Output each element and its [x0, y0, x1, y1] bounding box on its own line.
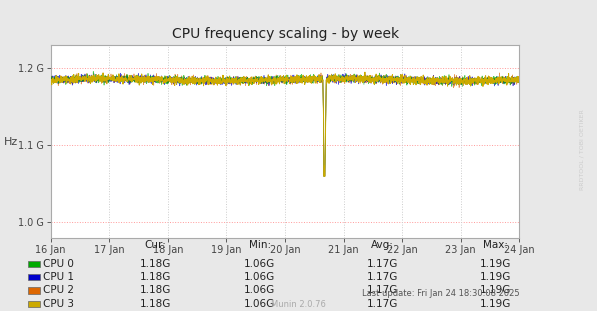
- Text: 1.19G: 1.19G: [480, 299, 511, 309]
- Text: 1.18G: 1.18G: [140, 259, 171, 269]
- Text: 1.06G: 1.06G: [244, 299, 275, 309]
- Text: 1.19G: 1.19G: [480, 285, 511, 295]
- Text: CPU 0: CPU 0: [43, 259, 74, 269]
- Text: CPU 3: CPU 3: [43, 299, 74, 309]
- Text: Avg:: Avg:: [371, 240, 393, 250]
- Text: 1.18G: 1.18G: [140, 299, 171, 309]
- Text: 1.06G: 1.06G: [244, 272, 275, 282]
- Text: 1.17G: 1.17G: [367, 259, 398, 269]
- Text: CPU 1: CPU 1: [43, 272, 74, 282]
- Text: Min:: Min:: [248, 240, 271, 250]
- Text: 1.19G: 1.19G: [480, 259, 511, 269]
- Text: 1.17G: 1.17G: [367, 285, 398, 295]
- Text: RRDTOOL / TOBI OETIKER: RRDTOOL / TOBI OETIKER: [580, 109, 584, 190]
- Y-axis label: Hz: Hz: [4, 137, 18, 146]
- Text: Munin 2.0.76: Munin 2.0.76: [271, 300, 326, 309]
- Text: Last update: Fri Jan 24 18:30:08 2025: Last update: Fri Jan 24 18:30:08 2025: [362, 289, 519, 298]
- Text: 1.06G: 1.06G: [244, 259, 275, 269]
- Text: Cur:: Cur:: [144, 240, 166, 250]
- Text: 1.18G: 1.18G: [140, 272, 171, 282]
- Text: Max:: Max:: [483, 240, 508, 250]
- Text: 1.06G: 1.06G: [244, 285, 275, 295]
- Title: CPU frequency scaling - by week: CPU frequency scaling - by week: [171, 27, 399, 41]
- Text: 1.18G: 1.18G: [140, 285, 171, 295]
- Text: 1.17G: 1.17G: [367, 272, 398, 282]
- Text: 1.19G: 1.19G: [480, 272, 511, 282]
- Text: 1.17G: 1.17G: [367, 299, 398, 309]
- Text: CPU 2: CPU 2: [43, 285, 74, 295]
